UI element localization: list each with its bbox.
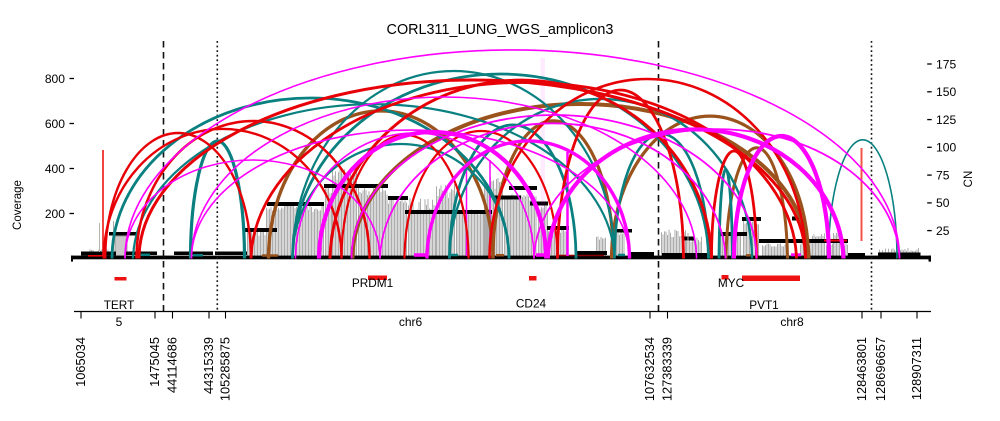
svg-text:75: 75: [936, 168, 950, 182]
svg-text:100: 100: [936, 141, 956, 155]
svg-text:800: 800: [45, 72, 65, 86]
svg-text:44114686: 44114686: [165, 337, 180, 393]
svg-text:125: 125: [936, 113, 956, 127]
svg-text:105285875: 105285875: [218, 337, 233, 401]
svg-text:175: 175: [936, 57, 956, 71]
svg-text:127383339: 127383339: [660, 337, 675, 401]
svg-text:chr8: chr8: [780, 315, 804, 329]
svg-text:128907311: 128907311: [909, 337, 924, 400]
svg-text:PVT1: PVT1: [749, 298, 779, 312]
svg-text:Coverage: Coverage: [12, 180, 24, 230]
svg-text:CORL311_LUNG_WGS_amplicon3: CORL311_LUNG_WGS_amplicon3: [387, 22, 614, 38]
svg-text:128463801: 128463801: [854, 337, 869, 401]
svg-text:200: 200: [45, 207, 65, 221]
svg-text:50: 50: [936, 196, 950, 210]
svg-text:chr6: chr6: [399, 315, 423, 329]
svg-text:44315339: 44315339: [201, 337, 216, 394]
svg-text:1475045: 1475045: [147, 337, 162, 387]
svg-text:400: 400: [45, 162, 65, 176]
svg-text:128696657: 128696657: [873, 337, 888, 401]
svg-text:CN: CN: [963, 171, 975, 188]
svg-text:5: 5: [116, 315, 123, 329]
svg-text:150: 150: [936, 85, 956, 99]
svg-text:TERT: TERT: [104, 298, 135, 312]
svg-text:25: 25: [936, 224, 950, 238]
svg-text:CD24: CD24: [516, 297, 547, 311]
svg-text:1065034: 1065034: [73, 337, 88, 387]
svg-text:107632534: 107632534: [642, 337, 657, 401]
svg-text:MYC: MYC: [718, 276, 745, 290]
svg-text:PRDM1: PRDM1: [352, 276, 393, 290]
svg-text:600: 600: [45, 117, 65, 131]
